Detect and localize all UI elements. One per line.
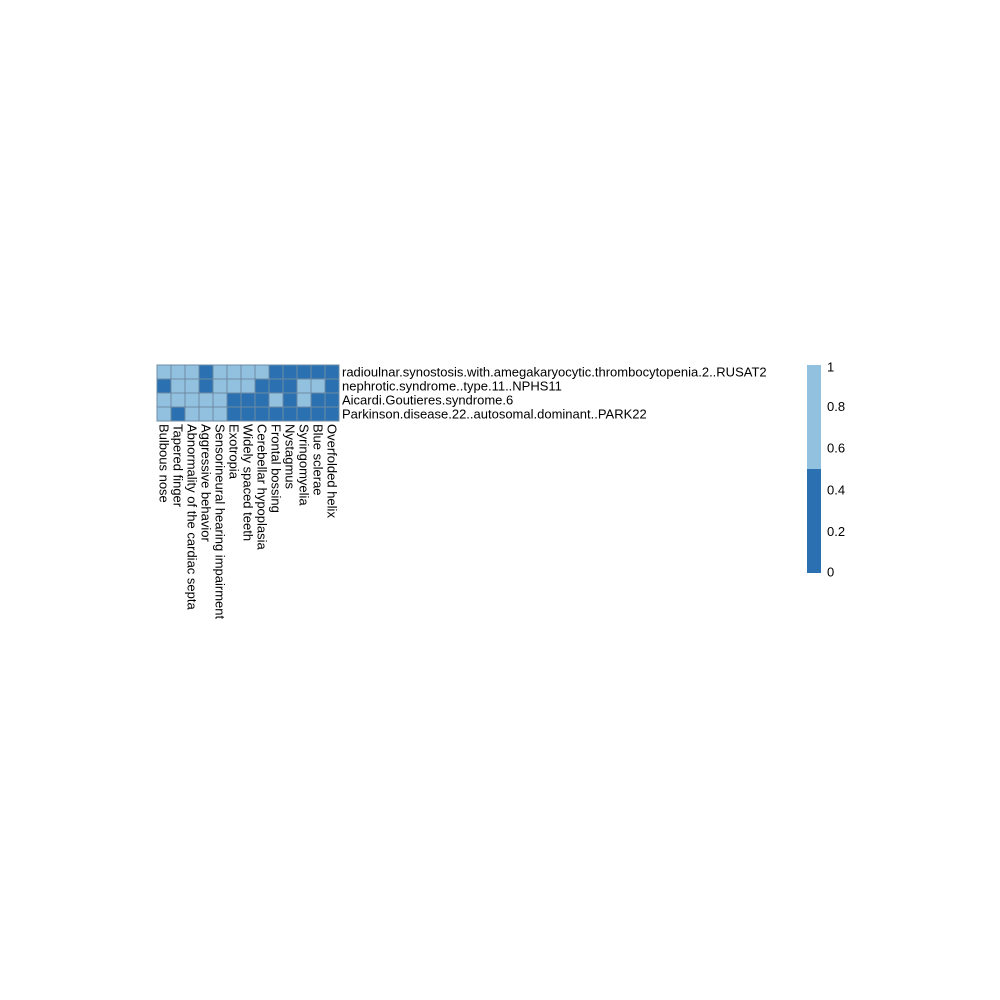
column-label: Bulbous nose <box>157 424 172 503</box>
row-labels: radioulnar.synostosis.with.amegakaryocyt… <box>342 365 767 422</box>
column-label: Nystagmus <box>283 424 298 490</box>
legend-color-bin <box>807 469 821 573</box>
heatmap-cell <box>170 364 186 380</box>
legend-tick-label: 0.8 <box>827 399 845 414</box>
heatmap-cell <box>296 364 312 380</box>
heatmap-cell <box>240 406 256 422</box>
row-label: Aicardi.Goutieres.syndrome.6 <box>342 393 513 408</box>
heatmap-cell <box>170 378 186 394</box>
heatmap-cell <box>240 392 256 408</box>
heatmap-cell <box>310 378 326 394</box>
heatmap-cell <box>310 406 326 422</box>
heatmap-cell <box>254 406 270 422</box>
heatmap-cell <box>282 392 298 408</box>
column-label: Sensorineural hearing impairment <box>213 424 228 619</box>
heatmap-cell <box>268 378 284 394</box>
column-labels: Bulbous nose Tapered finger Abnormality of… <box>157 424 340 619</box>
heatmap-cell <box>212 392 228 408</box>
heatmap-cells <box>156 364 340 422</box>
heatmap-cell <box>324 378 340 394</box>
heatmap-cell <box>226 364 242 380</box>
heatmap-cell <box>226 378 242 394</box>
heatmap-cell <box>170 406 186 422</box>
heatmap-cell <box>170 392 186 408</box>
column-label: Cerebellar hypoplasia <box>255 424 270 551</box>
color-legend: 1 0.8 0.6 0.4 0.2 0 <box>807 360 845 580</box>
heatmap-cell <box>310 364 326 380</box>
heatmap-cell <box>212 364 228 380</box>
column-label: Aggressive behavior <box>199 424 214 542</box>
legend-color-bin <box>807 365 821 469</box>
legend-tick-label: 0 <box>827 565 834 580</box>
heatmap-cell <box>282 364 298 380</box>
heatmap-cell <box>240 364 256 380</box>
heatmap-cell <box>212 406 228 422</box>
legend-tick-label: 0.2 <box>827 524 845 539</box>
heatmap-cell <box>184 378 200 394</box>
heatmap-cell <box>198 364 214 380</box>
heatmap-cell <box>296 406 312 422</box>
column-label: Frontal bossing <box>269 424 284 513</box>
heatmap-cell <box>198 406 214 422</box>
heatmap-cell <box>254 378 270 394</box>
heatmap-cell <box>254 392 270 408</box>
heatmap-cell <box>268 406 284 422</box>
heatmap-cell <box>226 392 242 408</box>
heatmap-cell <box>324 406 340 422</box>
heatmap-cell <box>156 406 172 422</box>
legend-tick-label: 1 <box>827 360 834 375</box>
heatmap-cell <box>198 378 214 394</box>
heatmap-cell <box>156 378 172 394</box>
heatmap-cell <box>184 406 200 422</box>
heatmap-cell <box>240 378 256 394</box>
column-label: Exotropia <box>227 424 242 480</box>
heatmap-cell <box>310 392 326 408</box>
heatmap-cell <box>184 392 200 408</box>
heatmap-cell <box>212 378 228 394</box>
heatmap-cell <box>198 392 214 408</box>
heatmap-cell <box>282 406 298 422</box>
column-label: Overfolded helix <box>325 424 340 518</box>
heatmap-cell <box>324 364 340 380</box>
heatmap-cell <box>296 378 312 394</box>
row-label: radioulnar.synostosis.with.amegakaryocyt… <box>342 365 767 380</box>
legend-tick-label: 0.4 <box>827 482 845 497</box>
heatmap-cell <box>324 392 340 408</box>
heatmap-cell <box>184 364 200 380</box>
heatmap-cell <box>156 364 172 380</box>
heatmap-cell <box>282 378 298 394</box>
heatmap-cell <box>226 406 242 422</box>
column-label: Tapered finger <box>171 424 186 508</box>
heatmap-cell <box>296 392 312 408</box>
row-label: Parkinson.disease.22..autosomal.dominant… <box>342 407 647 422</box>
heatmap-cell <box>156 392 172 408</box>
heatmap-cell <box>268 392 284 408</box>
column-label: Abnormality of the cardiac septa <box>185 424 200 610</box>
row-label: nephrotic.syndrome..type.11..NPHS11 <box>342 379 562 394</box>
legend-tick-label: 0.6 <box>827 441 845 456</box>
column-label: Syringomyelia <box>297 424 312 506</box>
column-label: Widely spaced teeth <box>241 424 256 541</box>
heatmap-cell <box>254 364 270 380</box>
heatmap-cell <box>268 364 284 380</box>
column-label: Blue sclerae <box>311 424 326 496</box>
